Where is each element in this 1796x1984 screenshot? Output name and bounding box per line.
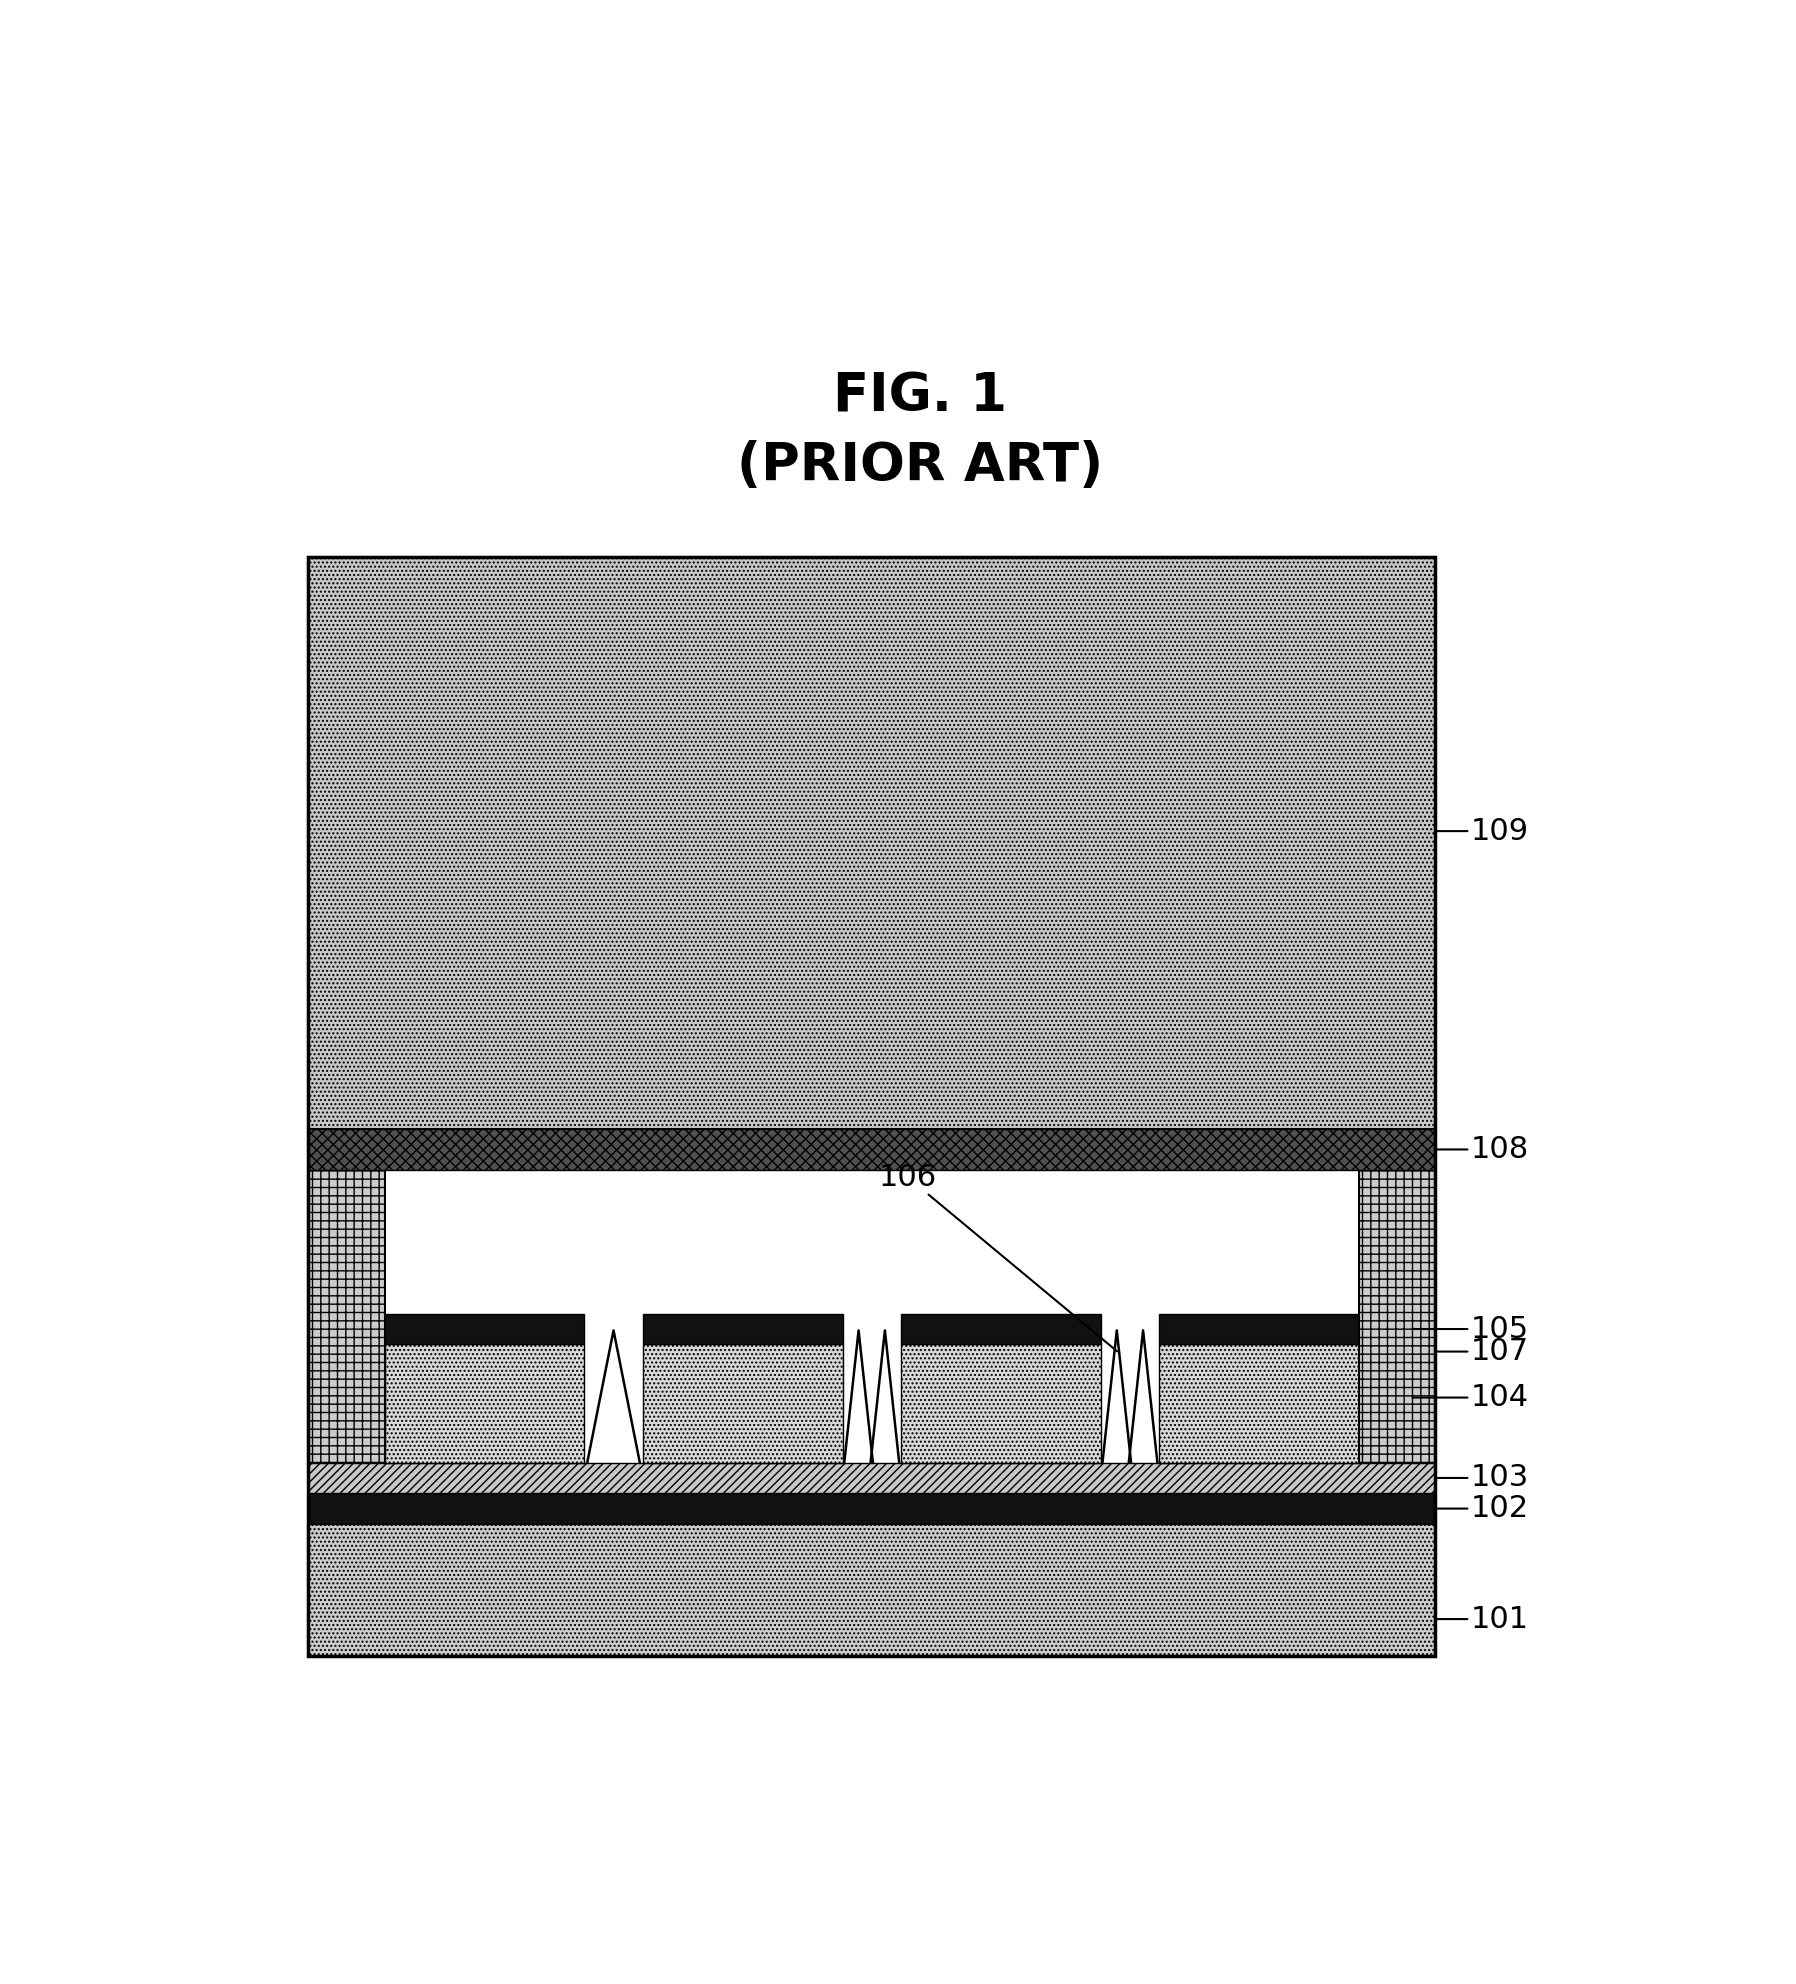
Text: 107: 107 [1435, 1337, 1528, 1367]
Text: 104: 104 [1412, 1383, 1528, 1413]
Bar [384, 1313, 584, 1345]
Text: 105: 105 [1412, 1315, 1528, 1343]
Bar [309, 558, 1435, 1129]
Bar [309, 1129, 1435, 1171]
Bar [1360, 1129, 1435, 1462]
Bar [902, 1345, 1101, 1462]
Text: FIG. 1: FIG. 1 [833, 371, 1008, 423]
Bar [902, 1313, 1101, 1345]
Bar [309, 1524, 1435, 1657]
Text: 101: 101 [1435, 1605, 1528, 1633]
Bar [643, 1345, 842, 1462]
Text: 103: 103 [1435, 1464, 1528, 1492]
Bar [384, 1345, 584, 1462]
Bar [309, 1129, 384, 1462]
Bar [1158, 1313, 1360, 1345]
Bar [309, 558, 1435, 1657]
Bar [309, 1462, 1435, 1494]
Bar [309, 1494, 1435, 1524]
Text: 109: 109 [1435, 817, 1528, 845]
Bar [1158, 1345, 1360, 1462]
Text: 102: 102 [1435, 1494, 1528, 1524]
Text: 106: 106 [878, 1163, 1117, 1351]
Bar [643, 1313, 842, 1345]
Text: 108: 108 [1435, 1135, 1528, 1165]
Text: (PRIOR ART): (PRIOR ART) [738, 440, 1103, 492]
